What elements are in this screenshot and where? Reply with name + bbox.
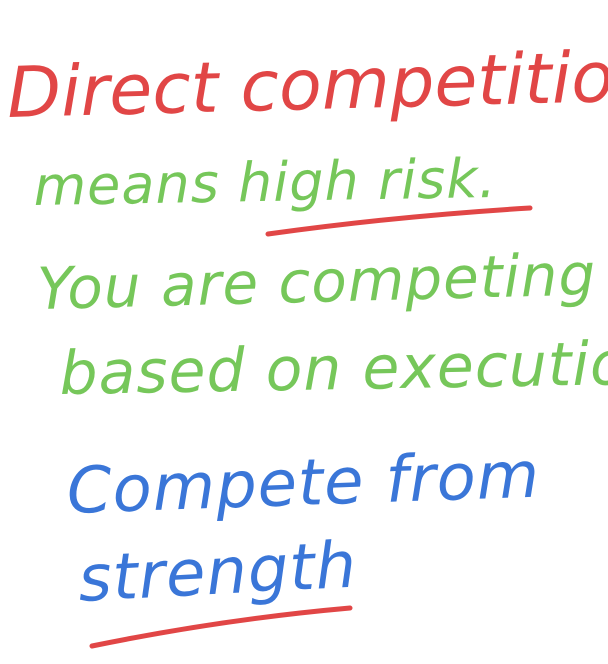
note-line-you-are-competing: You are competing — [36, 240, 598, 323]
note-line-means-high-risk: means high risk. — [33, 147, 497, 218]
note-text-means: means — [32, 151, 239, 218]
note-line-based-on-execution: based on execution — [58, 328, 608, 409]
note-line-strength: strength — [76, 528, 359, 617]
note-line-direct-competition: Direct competition — [6, 34, 608, 134]
note-text-high-risk: high risk. — [237, 146, 498, 215]
note-line-compete-from: Compete from — [65, 438, 542, 529]
